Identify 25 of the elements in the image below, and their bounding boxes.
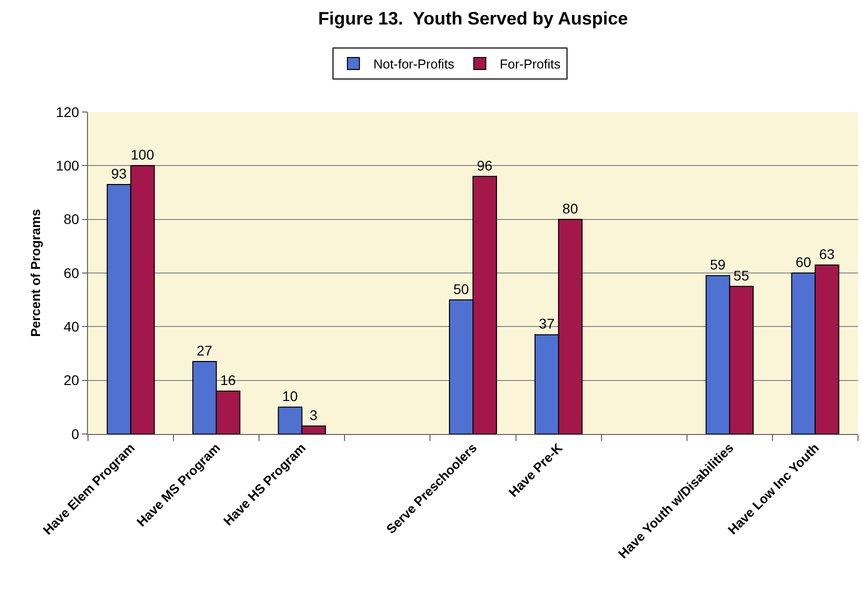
legend-label: Not-for-Profits [373, 56, 455, 72]
data-label: 10 [282, 388, 298, 404]
data-label: 59 [710, 256, 726, 273]
data-label: 50 [453, 280, 470, 297]
data-label: 96 [476, 157, 493, 174]
legend-label: For-Profits [500, 56, 561, 72]
data-label: 60 [796, 254, 812, 270]
data-label: 27 [196, 342, 212, 359]
y-tick-label: 120 [56, 104, 80, 120]
y-tick-label: 20 [64, 372, 80, 388]
y-axis-title: Percent of Programs [28, 209, 43, 337]
data-label: 55 [734, 267, 750, 284]
data-label: 37 [538, 316, 555, 332]
y-tick-label: 60 [64, 264, 80, 281]
chart-title: Figure 13. Youth Served by Auspice [318, 8, 628, 29]
data-label: 3 [310, 406, 318, 423]
data-label: 16 [220, 372, 236, 388]
y-tick-label: 0 [71, 426, 80, 442]
y-tick-label: 100 [56, 158, 80, 174]
data-label: 80 [562, 200, 578, 216]
y-tick-label: 40 [64, 318, 80, 335]
data-label: 63 [819, 246, 835, 262]
data-label: 93 [111, 165, 127, 182]
data-label: 100 [130, 146, 154, 163]
y-tick-label: 80 [64, 211, 80, 228]
